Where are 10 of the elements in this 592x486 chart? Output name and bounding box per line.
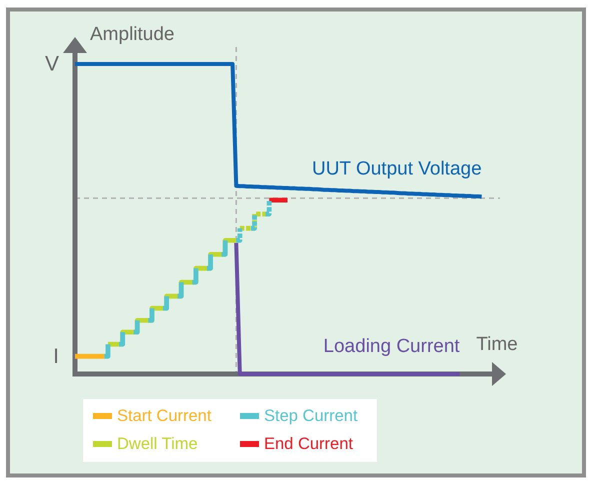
y-axis-title: Amplitude [90,24,174,45]
legend-label: Dwell Time [117,435,198,453]
x-axis-title: Time [476,334,518,355]
legend-label: End Current [264,435,354,453]
legend-label: Step Current [264,407,358,425]
legend-label: Start Current [117,407,212,425]
series-label: UUT Output Voltage [312,158,482,180]
text: I [53,344,59,368]
text: V [44,52,59,76]
series-label: Loading Current [323,336,460,357]
